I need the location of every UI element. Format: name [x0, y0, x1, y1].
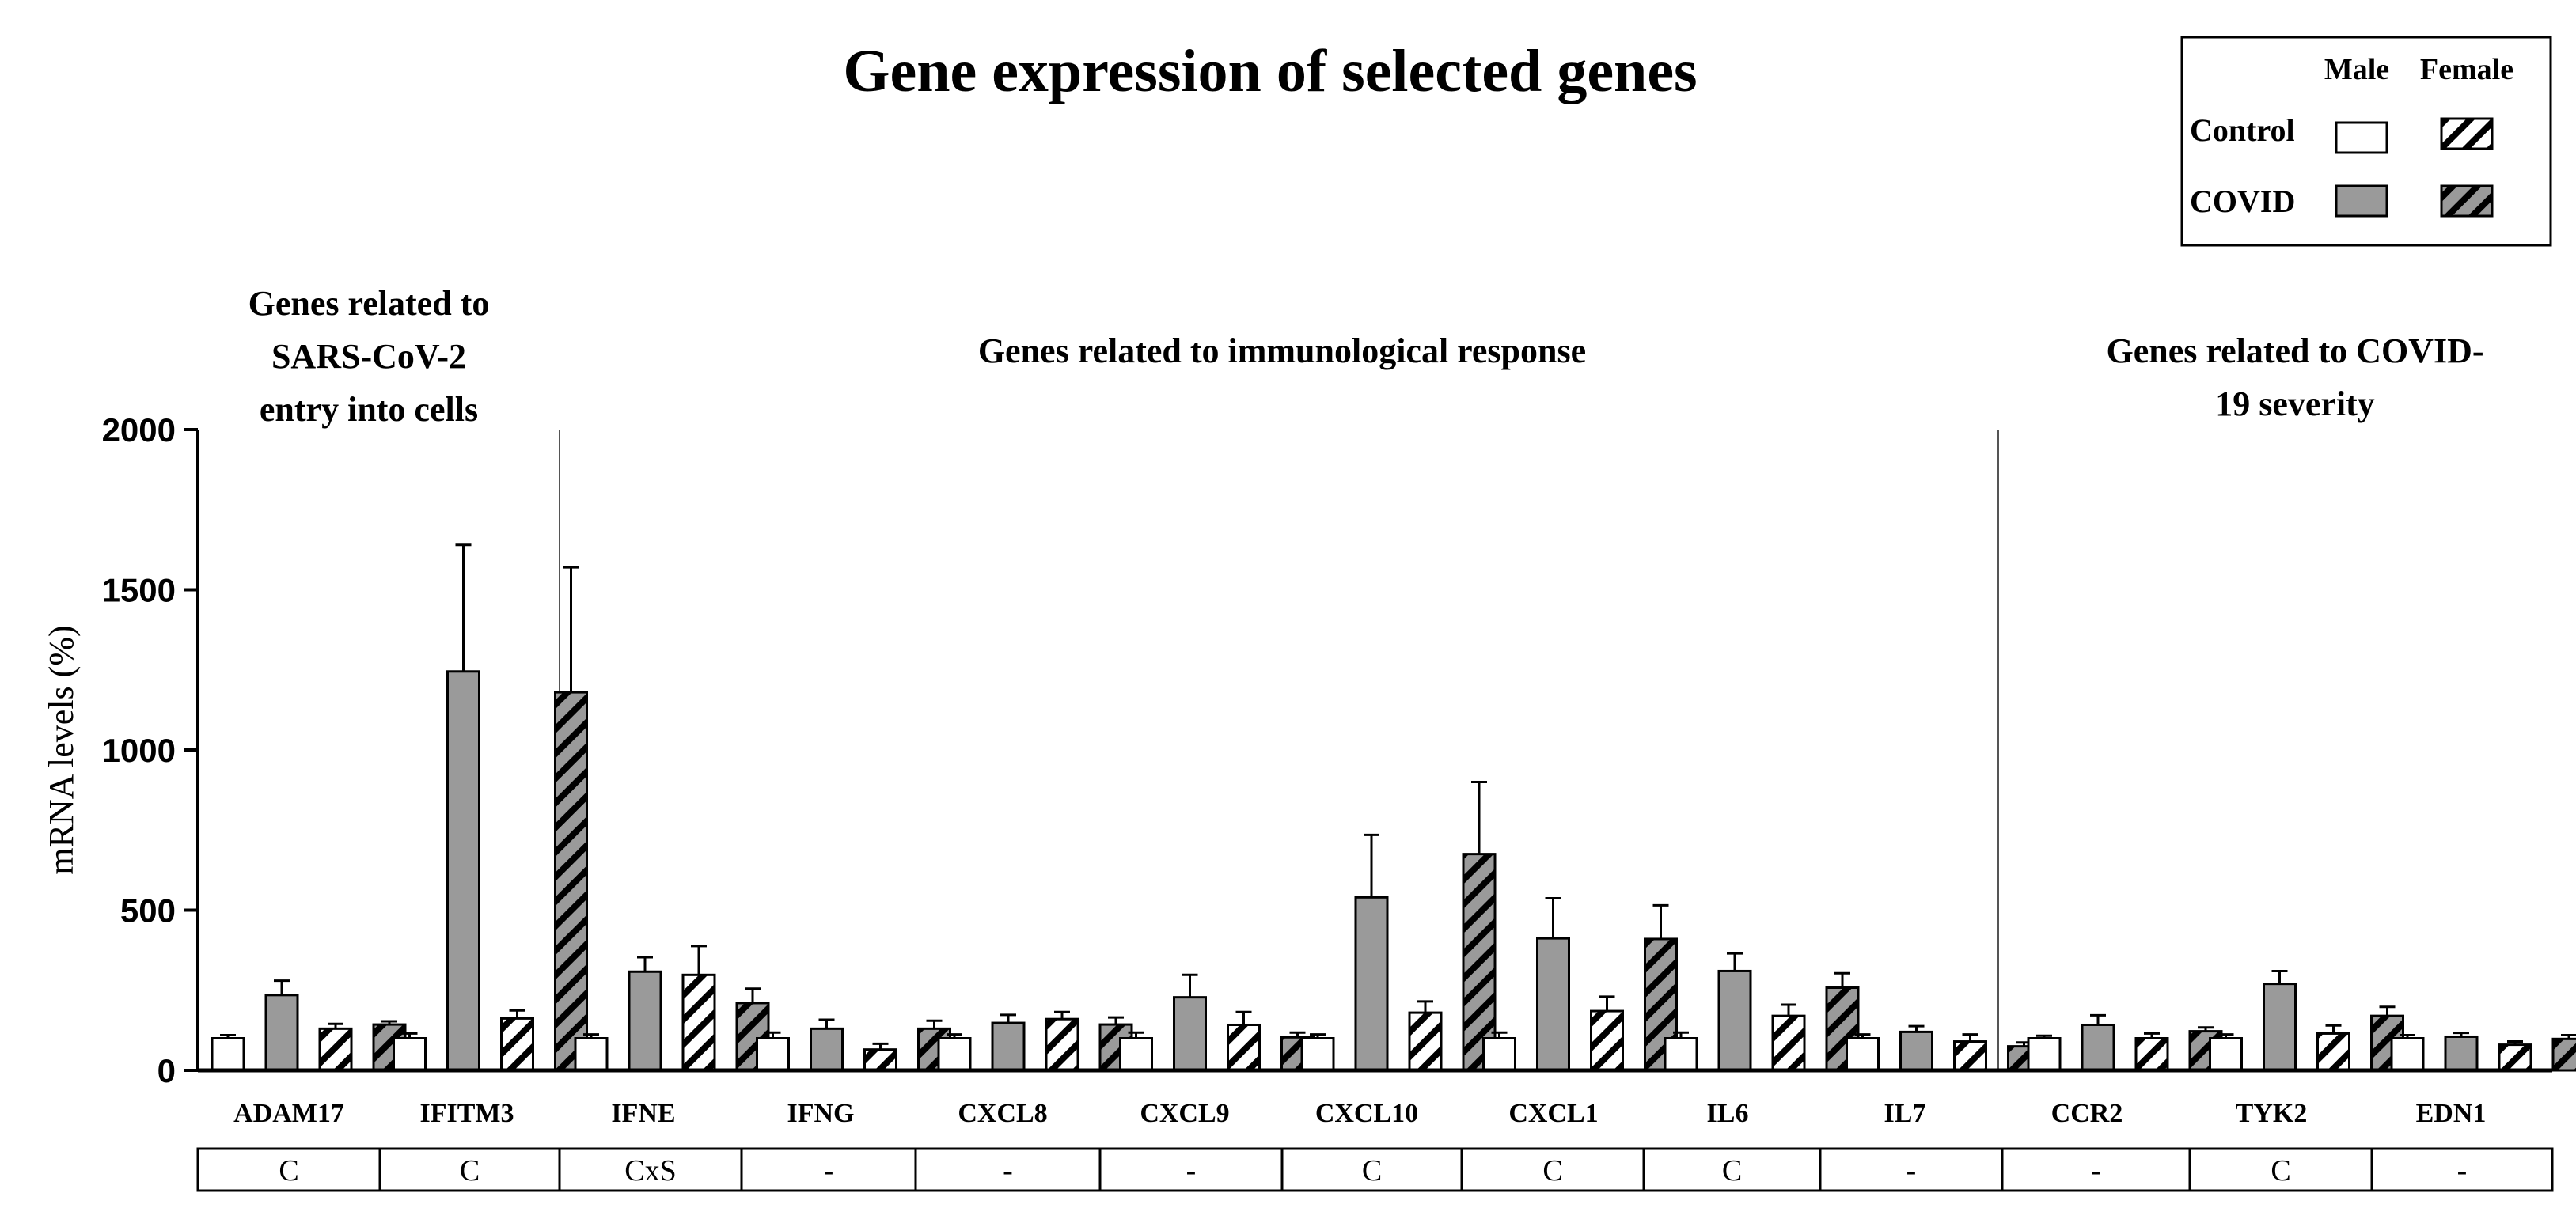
x-tick-label-ifitm3: IFITM3 — [420, 1099, 514, 1128]
bar-covid-male-cxcl9 — [1173, 996, 1207, 1072]
bar-control-male-ifng — [756, 1037, 790, 1072]
x-tick-label-il6: IL6 — [1707, 1099, 1749, 1128]
significance-table: C C CxS - - - C C C - - C - — [196, 1147, 2554, 1192]
group-label-line: Genes related to immunological response — [978, 331, 1586, 370]
bar-control-female-il6 — [1771, 1014, 1806, 1072]
legend-swatch-covid-female — [2440, 184, 2494, 218]
significance-cell-ifne: CxS — [624, 1154, 676, 1187]
bar-control-female-ifng — [863, 1048, 897, 1072]
x-tick-label-ccr2: CCR2 — [2051, 1099, 2123, 1128]
significance-cell-ccr2: - — [2091, 1154, 2101, 1187]
legend-swatch-control-male — [2335, 121, 2388, 154]
bar-control-female-cxcl10 — [1408, 1011, 1443, 1072]
bar-control-female-cxcl8 — [1045, 1017, 1079, 1072]
y-tick-label: 2000 — [102, 411, 176, 449]
bar-control-male-cxcl1 — [1482, 1037, 1516, 1072]
group-label-line: SARS-CoV-2 — [271, 337, 466, 376]
legend-col-header-female: Female — [2420, 53, 2513, 86]
y-tick-label: 1000 — [102, 732, 176, 769]
bar-control-male-edn1 — [2390, 1037, 2425, 1072]
significance-table-frame — [196, 1147, 2554, 1192]
bar-covid-female-ifitm3 — [554, 691, 588, 1072]
bar-control-male-cxcl10 — [1300, 1037, 1335, 1072]
significance-cell-edn1: - — [2457, 1154, 2468, 1187]
group-label-line: 19 severity — [2215, 384, 2375, 423]
significance-cell-ifitm3: C — [460, 1154, 480, 1187]
legend-swatch-covid-male — [2335, 184, 2388, 218]
bar-control-female-adam17 — [318, 1027, 353, 1072]
legend-col-header-male: Male — [2324, 53, 2389, 86]
y-tick-label: 500 — [120, 892, 176, 930]
bar-control-male-il6 — [1664, 1037, 1698, 1072]
bar-covid-male-cxcl10 — [1354, 896, 1389, 1072]
group-label-line: entry into cells — [260, 390, 478, 429]
significance-cell-ifng: - — [824, 1154, 834, 1187]
bar-control-female-cxcl1 — [1590, 1009, 1624, 1072]
y-axis: 0 500 1000 1500 2000 mRNA levels (%) — [42, 411, 199, 1089]
bar-control-male-cxcl9 — [1119, 1037, 1153, 1072]
y-tick-label: 1500 — [102, 572, 176, 609]
bar-covid-male-edn1 — [2444, 1035, 2479, 1072]
legend-row-label-control: Control — [2190, 112, 2295, 148]
x-tick-labels: ADAM17 IFITM3 IFNE IFNG CXCL8 CXCL9 CXCL10 CXCL… — [233, 1099, 2486, 1128]
x-tick-label-cxcl1: CXCL1 — [1508, 1099, 1598, 1128]
bar-control-female-cxcl9 — [1227, 1023, 1261, 1072]
bar-covid-male-il7 — [1899, 1030, 1933, 1072]
bar-covid-male-cxcl1 — [1536, 937, 1570, 1072]
x-tick-label-cxcl10: CXCL10 — [1315, 1099, 1418, 1128]
x-tick-label-ifne: IFNE — [611, 1099, 675, 1128]
bar-control-female-edn1 — [2498, 1043, 2532, 1072]
y-tick-label: 0 — [157, 1052, 176, 1089]
bar-control-female-ifitm3 — [500, 1017, 534, 1072]
group-label-line: Genes related to — [248, 284, 490, 323]
x-tick-label-edn1: EDN1 — [2416, 1099, 2487, 1128]
bar-covid-male-tyk2 — [2263, 983, 2297, 1072]
bar-control-female-ifne — [681, 973, 716, 1072]
x-tick-label-cxcl9: CXCL9 — [1140, 1099, 1229, 1128]
significance-cell-cxcl10: C — [1362, 1154, 1382, 1187]
bar-control-female-il7 — [1953, 1040, 1987, 1072]
y-ticks: 0 500 1000 1500 2000 — [102, 411, 198, 1089]
y-axis-label: mRNA levels (%) — [42, 625, 81, 874]
x-tick-label-ifng: IFNG — [787, 1099, 855, 1128]
bar-covid-male-ccr2 — [2081, 1023, 2115, 1072]
bar-covid-male-il6 — [1717, 969, 1752, 1072]
group-labels: Genes related to SARS-CoV-2 entry into cel… — [248, 284, 2484, 429]
x-tick-label-tyk2: TYK2 — [2236, 1099, 2308, 1128]
legend-box: Male Female Control COVID — [2180, 36, 2552, 247]
significance-cell-cxcl8: - — [1003, 1154, 1013, 1187]
bar-covid-male-ifitm3 — [446, 670, 480, 1072]
x-tick-label-adam17: ADAM17 — [233, 1099, 344, 1128]
bar-control-male-adam17 — [211, 1037, 245, 1072]
chart-title: Gene expression of selected genes — [843, 38, 1697, 104]
significance-cell-il7: - — [1906, 1154, 1917, 1187]
bar-covid-female-edn1 — [2551, 1037, 2576, 1072]
significance-cell-cxcl1: C — [1542, 1154, 1562, 1187]
bar-control-male-ifne — [574, 1037, 609, 1072]
bar-control-male-ifitm3 — [393, 1037, 427, 1072]
bar-control-female-ccr2 — [2134, 1037, 2169, 1072]
legend-row-label-covid: COVID — [2190, 184, 2295, 219]
significance-cell-tyk2: C — [2271, 1154, 2290, 1187]
bar-control-male-cxcl8 — [937, 1037, 972, 1072]
x-tick-label-il7: IL7 — [1884, 1099, 1926, 1128]
group-label-line: Genes related to COVID- — [2107, 331, 2484, 370]
significance-cell-adam17: C — [279, 1154, 298, 1187]
bars — [211, 543, 2576, 1072]
bar-covid-male-ifng — [810, 1027, 844, 1072]
bar-covid-male-adam17 — [264, 994, 299, 1072]
bar-covid-male-cxcl8 — [991, 1021, 1026, 1072]
bar-control-male-tyk2 — [2209, 1037, 2243, 1072]
legend-swatch-control-female — [2440, 117, 2494, 150]
bar-control-female-tyk2 — [2316, 1032, 2350, 1072]
bar-covid-male-ifne — [628, 970, 662, 1072]
bar-control-male-il7 — [1846, 1037, 1880, 1072]
bar-covid-female-ifne — [735, 1002, 770, 1072]
significance-cell-cxcl9: - — [1186, 1154, 1197, 1187]
bar-control-male-ccr2 — [2027, 1037, 2062, 1072]
significance-cell-il6: C — [1722, 1154, 1742, 1187]
bar-covid-female-il6 — [1825, 986, 1860, 1072]
x-tick-label-cxcl8: CXCL8 — [958, 1099, 1047, 1128]
